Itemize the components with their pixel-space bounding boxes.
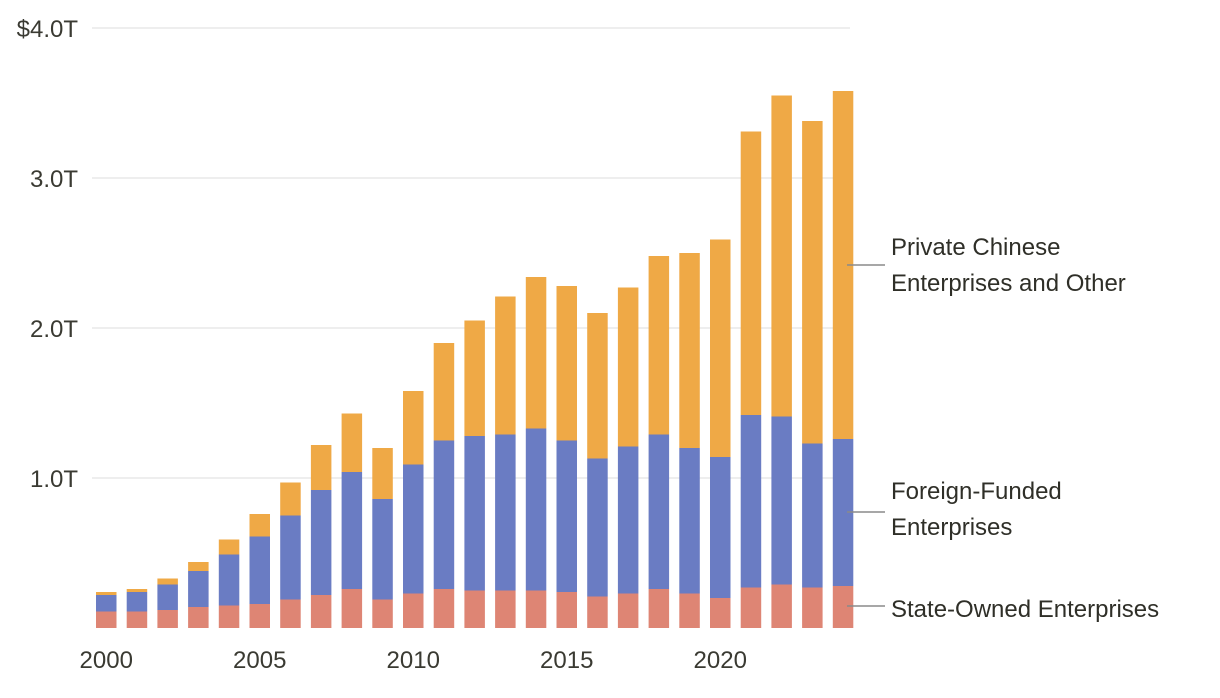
y-tick-label: 3.0T bbox=[30, 166, 78, 193]
bar-segment bbox=[710, 239, 731, 457]
bar-segment bbox=[464, 436, 485, 591]
x-tick-label: 2020 bbox=[694, 647, 747, 674]
bar-segment bbox=[771, 584, 792, 628]
bar-segment bbox=[802, 587, 823, 628]
bar-segment bbox=[372, 448, 393, 499]
y-tick-label: $4.0T bbox=[17, 16, 79, 43]
bar-segment bbox=[648, 434, 670, 589]
bar-segment bbox=[341, 472, 363, 589]
x-tick-label: 2005 bbox=[233, 647, 286, 674]
bar-segment bbox=[495, 590, 516, 628]
bar-segment bbox=[341, 589, 363, 628]
bar-segment bbox=[525, 428, 547, 591]
bar-segment bbox=[310, 595, 332, 628]
bar-segment bbox=[433, 589, 455, 628]
bar-segment bbox=[280, 599, 301, 628]
bar-segment bbox=[617, 593, 639, 628]
bar-segment bbox=[495, 434, 516, 591]
bar-segment bbox=[832, 439, 854, 586]
bar-segment bbox=[740, 415, 762, 588]
bar-segment bbox=[218, 605, 240, 628]
bar-segment bbox=[495, 296, 516, 435]
bar-segment bbox=[832, 91, 854, 439]
bar-segment bbox=[525, 590, 547, 628]
legend: Private Chinese Enterprises and Other Fo… bbox=[847, 234, 1159, 623]
bar-segment bbox=[556, 440, 577, 592]
bar-segment bbox=[832, 586, 854, 628]
bar-segment bbox=[249, 514, 270, 537]
bar-segment bbox=[188, 571, 209, 607]
bar-segment bbox=[648, 256, 670, 435]
bar-segment bbox=[403, 391, 424, 465]
x-tick-label: 2015 bbox=[540, 647, 593, 674]
bar-segment bbox=[249, 536, 270, 604]
bar-segment bbox=[525, 277, 547, 429]
legend-label-private-line1: Private Chinese bbox=[891, 234, 1060, 261]
bar-segment bbox=[710, 598, 731, 628]
bar-segment bbox=[126, 611, 148, 628]
bar-segment bbox=[710, 457, 731, 598]
legend-label-foreign-line2: Enterprises bbox=[891, 514, 1012, 541]
y-tick-label: 1.0T bbox=[30, 466, 78, 493]
bar-segment bbox=[403, 464, 424, 594]
bar-segment bbox=[679, 253, 700, 448]
x-tick-label: 2000 bbox=[80, 647, 133, 674]
bar-segment bbox=[372, 499, 393, 600]
bar-segment bbox=[126, 592, 148, 612]
bar-segment bbox=[740, 587, 762, 628]
bar-segment bbox=[802, 443, 823, 588]
bars bbox=[96, 91, 854, 628]
legend-label-foreign-line1: Foreign-Funded bbox=[891, 478, 1062, 505]
bar-segment bbox=[648, 589, 670, 628]
bar-segment bbox=[740, 131, 762, 415]
bar-segment bbox=[556, 286, 577, 441]
bar-segment bbox=[433, 343, 455, 441]
bar-segment bbox=[310, 445, 332, 490]
bar-segment bbox=[617, 287, 639, 447]
bar-segment bbox=[679, 593, 700, 628]
bar-segment bbox=[96, 595, 117, 612]
bar-segment bbox=[157, 610, 178, 628]
bar-segment bbox=[587, 596, 608, 628]
bar-segment bbox=[403, 593, 424, 628]
bar-segment bbox=[96, 611, 117, 628]
y-tick-label: 2.0T bbox=[30, 316, 78, 343]
bar-segment bbox=[341, 413, 363, 472]
bar-segment bbox=[587, 313, 608, 459]
bar-segment bbox=[587, 458, 608, 597]
bar-segment bbox=[126, 589, 148, 592]
bar-segment bbox=[679, 448, 700, 594]
bar-segment bbox=[464, 590, 485, 628]
bar-segment bbox=[556, 592, 577, 628]
bar-segment bbox=[157, 584, 178, 610]
bar-segment bbox=[157, 578, 178, 585]
x-tick-label: 2010 bbox=[387, 647, 440, 674]
bar-segment bbox=[188, 562, 209, 571]
bar-segment bbox=[802, 121, 823, 444]
bar-segment bbox=[96, 592, 117, 595]
bar-segment bbox=[188, 607, 209, 628]
bar-segment bbox=[249, 604, 270, 628]
bar-segment bbox=[433, 440, 455, 589]
bar-segment bbox=[617, 446, 639, 594]
bar-segment bbox=[218, 539, 240, 555]
bar-segment bbox=[464, 320, 485, 436]
legend-label-state: State-Owned Enterprises bbox=[891, 596, 1159, 623]
bar-segment bbox=[280, 515, 301, 600]
legend-label-private-line2: Enterprises and Other bbox=[891, 270, 1126, 297]
bar-segment bbox=[310, 490, 332, 595]
bar-segment bbox=[218, 554, 240, 606]
x-axis: 2000 2005 2010 2015 2020 bbox=[80, 647, 747, 674]
bar-segment bbox=[372, 599, 393, 628]
y-axis: 1.0T 2.0T 3.0T $4.0T bbox=[17, 16, 79, 493]
bar-segment bbox=[771, 95, 792, 417]
bar-segment bbox=[771, 416, 792, 585]
bar-segment bbox=[280, 482, 301, 516]
